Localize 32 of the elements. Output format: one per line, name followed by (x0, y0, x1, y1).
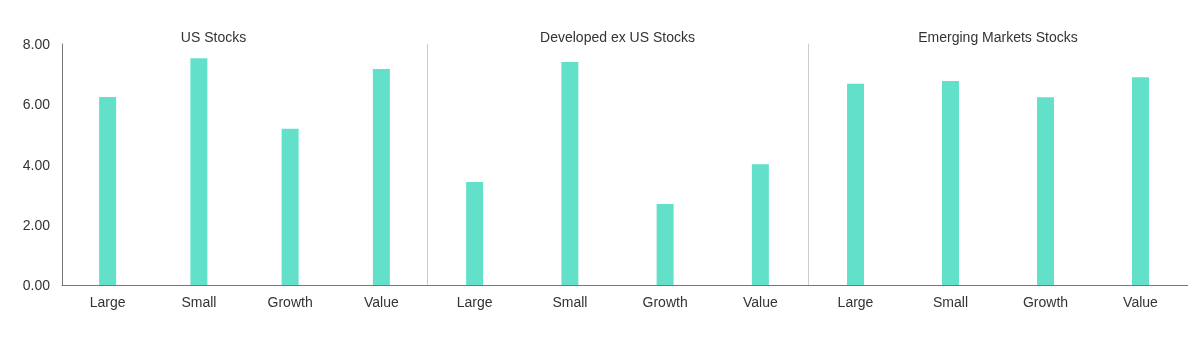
bar (751, 164, 769, 285)
x-tick-label: Small (181, 294, 217, 310)
y-tick-label: 0.00 (22, 277, 51, 293)
y-tick-label: 4.00 (22, 156, 51, 173)
bar (190, 58, 208, 285)
bar (942, 81, 959, 285)
bar (847, 83, 864, 285)
x-tick-label: Value (363, 294, 399, 310)
x-tick-label: Large (89, 294, 126, 310)
x-tick-label: Growth (267, 294, 313, 310)
bar (1037, 97, 1054, 285)
x-tick-label: Growth (642, 294, 688, 310)
y-tick-label: 6.00 (22, 96, 51, 113)
bar (1132, 77, 1149, 285)
x-tick-label: Large (837, 294, 874, 310)
x-tick-label: Growth (1022, 294, 1069, 310)
x-tick-label: Value (1123, 294, 1159, 310)
bar (281, 128, 299, 285)
bar (372, 69, 390, 285)
chart-title: Developed ex US Stocks (540, 29, 695, 45)
x-tick-label: Value (742, 294, 778, 310)
chart-title: Emerging Markets Stocks (918, 29, 1078, 45)
bar (561, 62, 579, 285)
bar (466, 181, 484, 285)
x-tick-label: Large (456, 294, 493, 310)
bar (99, 97, 117, 285)
x-tick-label: Small (552, 294, 588, 310)
x-tick-label: Small (932, 294, 969, 310)
y-tick-label: 2.00 (22, 216, 51, 233)
chart-title: US Stocks (180, 29, 247, 45)
y-tick-label: 8.00 (22, 36, 51, 52)
bar (656, 203, 674, 285)
